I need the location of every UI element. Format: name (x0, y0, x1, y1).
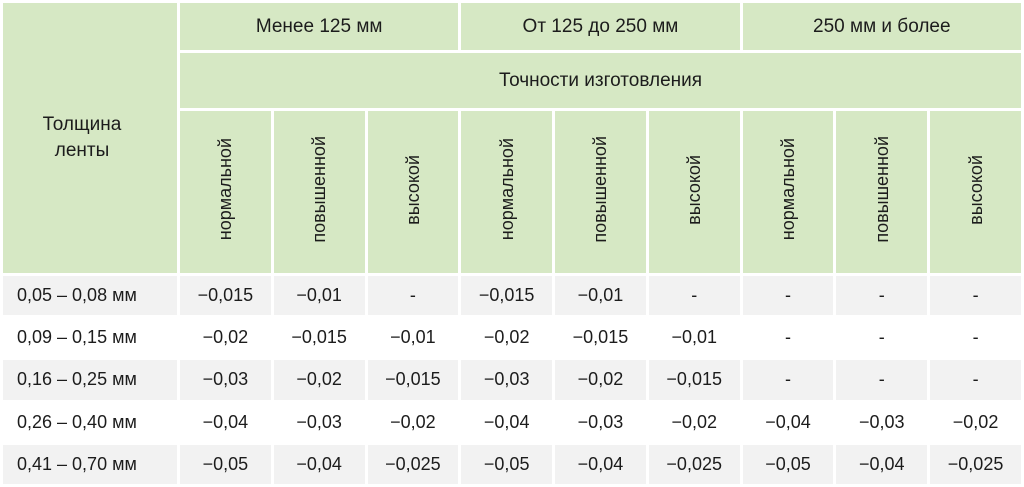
table-row: 0,05 – 0,08 мм −0,015 −0,01- −0,015 −0,01- - -… (0, 272, 1024, 319)
col-header-normal-3: нормальной (739, 108, 837, 276)
tolerance-value-cell: - (927, 357, 1024, 403)
tolerance-value-cell: - (645, 272, 743, 319)
table-row: 0,41 – 0,70 мм −0,05 −0,04 −0,025 −0,05 −0,04… (0, 441, 1024, 487)
col-header-normal-2: нормальной (458, 108, 556, 276)
col-header-label: нормальной (777, 138, 798, 241)
col-header-label: повышенной (309, 136, 330, 243)
tolerance-value-cell: - (364, 272, 462, 319)
tolerance-value-cell: −0,04 (833, 441, 931, 487)
tolerance-value-cell: −0,03 (270, 399, 368, 445)
tolerance-value-cell: −0,04 (270, 441, 368, 487)
tolerance-value-cell: −0,04 (458, 399, 556, 445)
tolerance-value-cell: −0,04 (552, 441, 649, 487)
tolerance-value-cell: - (927, 315, 1024, 361)
tolerance-value-cell: −0,02 (364, 399, 462, 445)
table-row: 0,16 – 0,25 мм −0,03 −0,02 −0,015 −0,03 −0,02… (0, 357, 1024, 403)
tolerance-value-cell: −0,015 (552, 315, 649, 361)
col-header-high-3: высокой (927, 108, 1024, 276)
tolerance-value-cell: −0,02 (552, 357, 649, 403)
col-header-label: повышенной (871, 136, 892, 243)
col-header-label: нормальной (496, 138, 517, 241)
table-row: 0,26 – 0,40 мм −0,04 −0,03 −0,02 −0,04 −0,03−… (0, 399, 1024, 445)
tolerance-value-cell: −0,01 (552, 272, 649, 319)
tolerance-value-cell: −0,05 (458, 441, 556, 487)
accuracy-header: Точности изготовления (177, 50, 1024, 111)
tolerance-value-cell: −0,02 (458, 315, 556, 361)
corner-header-tape-thickness: Толщина ленты (0, 0, 180, 276)
accuracy-levels-row: нормальной повышенной высокой нормальной… (2, 108, 1024, 276)
tolerance-value-cell: −0,04 (177, 399, 274, 445)
col-header-high-2: высокой (645, 108, 743, 276)
tolerance-value-cell: −0,025 (645, 441, 743, 487)
tolerance-value-cell: - (927, 272, 1024, 319)
table-row: 0,09 – 0,15 мм −0,02 −0,015 −0,01 −0,02 −0,01… (0, 315, 1024, 361)
row-label-thickness-range: 0,41 – 0,70 мм (0, 441, 180, 487)
tolerance-value-cell: - (739, 357, 837, 403)
tolerance-value-cell: - (833, 357, 931, 403)
row-label-thickness-range: 0,09 – 0,15 мм (0, 315, 180, 361)
tolerance-value-cell: −0,02 (927, 399, 1024, 445)
col-header-label: нормальной (215, 138, 236, 241)
tolerance-value-cell: −0,01 (645, 315, 743, 361)
col-header-high-1: высокой (364, 108, 462, 276)
tolerance-value-cell: - (833, 272, 931, 319)
row-label-thickness-range: 0,05 – 0,08 мм (0, 272, 180, 319)
tolerance-value-cell: - (833, 315, 931, 361)
table-body: 0,05 – 0,08 мм −0,015 −0,01- −0,015 −0,01- - -… (0, 272, 1024, 487)
accuracy-header-row: Точности изготовления (2, 50, 1024, 111)
col-header-normal-1: нормальной (177, 108, 274, 276)
col-header-label: повышенной (590, 136, 611, 243)
tolerance-value-cell: −0,03 (552, 399, 649, 445)
width-group-row: Толщина ленты Менее 125 мм От 125 до 250… (0, 0, 1024, 276)
tolerance-value-cell: −0,015 (458, 272, 556, 319)
tolerance-value-cell: −0,03 (458, 357, 556, 403)
tolerance-value-cell: −0,02 (270, 357, 368, 403)
tolerance-value-cell: −0,02 (177, 315, 274, 361)
tolerance-value-cell: −0,025 (927, 441, 1024, 487)
tolerance-value-cell: −0,015 (270, 315, 368, 361)
tolerance-value-cell: - (739, 315, 837, 361)
col-group-less-than-125: Менее 125 мм (176, 0, 462, 53)
row-label-thickness-range: 0,16 – 0,25 мм (0, 357, 180, 403)
col-header-increased-2: повышенной (552, 108, 649, 276)
tolerance-value-cell: −0,04 (739, 399, 837, 445)
row-label-thickness-range: 0,26 – 0,40 мм (0, 399, 180, 445)
tolerance-value-cell: −0,015 (177, 272, 274, 319)
tolerance-value-cell: −0,01 (270, 272, 368, 319)
col-header-increased-1: повышенной (270, 108, 368, 276)
tolerance-value-cell: −0,03 (833, 399, 931, 445)
tolerance-value-cell: −0,05 (177, 441, 274, 487)
tolerance-value-cell: −0,01 (364, 315, 462, 361)
tolerance-value-cell: −0,05 (739, 441, 837, 487)
tolerance-value-cell: −0,015 (645, 357, 743, 403)
tolerance-value-cell: −0,03 (177, 357, 274, 403)
table-header: Толщина ленты Менее 125 мм От 125 до 250… (0, 0, 1024, 276)
col-group-250-and-more: 250 мм и более (739, 0, 1024, 53)
col-header-label: высокой (965, 154, 986, 225)
col-header-increased-3: повышенной (833, 108, 931, 276)
tolerance-value-cell: −0,015 (364, 357, 462, 403)
tolerance-value-cell: −0,025 (364, 441, 462, 487)
tolerance-value-cell: - (739, 272, 837, 319)
tolerance-value-cell: −0,02 (645, 399, 743, 445)
col-header-label: высокой (402, 154, 423, 225)
col-header-label: высокой (684, 154, 705, 225)
col-group-125-to-250: От 125 до 250 мм (458, 0, 743, 53)
